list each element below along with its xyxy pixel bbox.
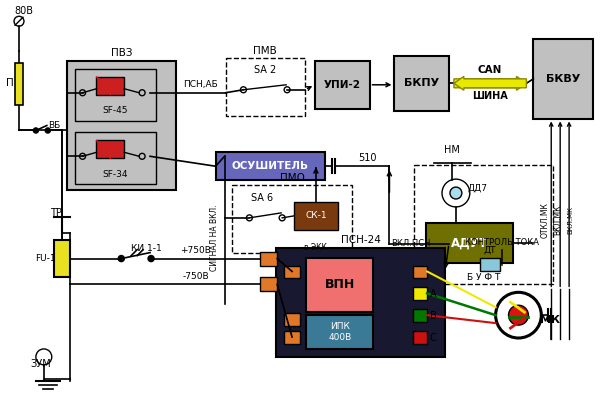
- Circle shape: [33, 128, 39, 133]
- Text: СК-1: СК-1: [305, 211, 327, 220]
- Circle shape: [45, 128, 50, 133]
- Text: ВКЛ.МК: ВКЛ.МК: [567, 206, 573, 234]
- Text: МК: МК: [540, 315, 560, 325]
- Text: СИГНАЛ НА ВКЛ.: СИГНАЛ НА ВКЛ.: [210, 205, 219, 271]
- Text: ЗУМ: ЗУМ: [30, 359, 51, 369]
- Text: ОСУШИТЕЛЬ: ОСУШИТЕЛЬ: [232, 161, 309, 171]
- Bar: [260, 277, 277, 292]
- Bar: [294, 202, 338, 230]
- FancyArrow shape: [454, 76, 526, 90]
- Text: +750В: +750В: [180, 246, 211, 255]
- Bar: [413, 331, 427, 344]
- Bar: [284, 331, 300, 344]
- Text: ПВЗ: ПВЗ: [110, 48, 132, 58]
- Bar: [413, 288, 427, 300]
- Text: ОТКЛ.МК: ОТКЛ.МК: [541, 202, 550, 238]
- Text: Б У Ф Т: Б У Ф Т: [467, 273, 500, 282]
- Bar: [67, 61, 176, 190]
- Text: ПМО: ПМО: [280, 173, 305, 183]
- Text: КИ 1-1: КИ 1-1: [131, 244, 162, 253]
- Bar: [226, 58, 305, 116]
- Text: ВКЛ.ПСН: ВКЛ.ПСН: [391, 239, 431, 248]
- Bar: [260, 252, 277, 265]
- Text: ВБ: ВБ: [48, 121, 60, 130]
- Text: ТР: ТР: [50, 208, 62, 218]
- Bar: [216, 152, 325, 180]
- Circle shape: [508, 305, 528, 325]
- Text: в ЭКК: в ЭКК: [305, 243, 327, 252]
- Bar: [96, 77, 124, 95]
- Text: C: C: [430, 333, 437, 343]
- FancyArrow shape: [454, 76, 526, 90]
- Text: КОНТРОЛЬ ТОКА: КОНТРОЛЬ ТОКА: [464, 238, 538, 247]
- Circle shape: [450, 187, 462, 199]
- Bar: [284, 313, 300, 326]
- Bar: [413, 309, 427, 322]
- Text: 80В: 80В: [14, 6, 33, 16]
- Text: ДД7: ДД7: [468, 184, 488, 193]
- Text: П: П: [6, 78, 14, 88]
- Bar: [306, 258, 373, 312]
- Bar: [54, 240, 69, 277]
- Text: УПИ-2: УПИ-2: [324, 80, 361, 90]
- Text: 510: 510: [358, 153, 377, 163]
- Bar: [315, 61, 370, 109]
- Bar: [426, 223, 514, 263]
- Bar: [413, 265, 427, 278]
- Text: ВПН: ВПН: [324, 278, 355, 292]
- Circle shape: [148, 256, 154, 261]
- Text: АДУТ: АДУТ: [452, 236, 488, 249]
- Text: SA 2: SA 2: [254, 65, 276, 75]
- Text: ДТ: ДТ: [484, 246, 496, 255]
- Bar: [75, 69, 156, 120]
- Bar: [284, 265, 300, 278]
- Circle shape: [118, 256, 124, 261]
- Bar: [534, 39, 593, 118]
- Bar: [75, 132, 156, 184]
- Text: SA 6: SA 6: [251, 193, 273, 203]
- Bar: [96, 140, 124, 158]
- Text: ШИНА: ШИНА: [472, 91, 508, 101]
- Bar: [276, 248, 445, 357]
- Text: B: B: [430, 311, 437, 321]
- Text: БКВУ: БКВУ: [546, 74, 580, 84]
- Text: ПСН,АБ: ПСН,АБ: [183, 80, 218, 89]
- Bar: [306, 315, 373, 349]
- Text: FU-1: FU-1: [36, 254, 56, 263]
- Text: БКПУ: БКПУ: [404, 78, 439, 88]
- Bar: [414, 165, 553, 284]
- Text: НМ: НМ: [444, 145, 460, 155]
- Bar: [15, 63, 23, 105]
- Text: A: A: [430, 289, 437, 299]
- Text: ИПК
400В: ИПК 400В: [328, 322, 352, 342]
- Text: SF-45: SF-45: [103, 106, 128, 115]
- Text: ВКЛ.МК: ВКЛ.МК: [554, 205, 563, 235]
- Text: SF-34: SF-34: [103, 170, 128, 179]
- Text: CAN: CAN: [478, 66, 502, 75]
- Bar: [480, 258, 500, 271]
- Text: -750В: -750В: [183, 272, 209, 281]
- Bar: [233, 185, 352, 253]
- Text: ПСН-24: ПСН-24: [341, 235, 380, 245]
- Bar: [394, 56, 449, 111]
- Text: ПМВ: ПМВ: [253, 46, 277, 56]
